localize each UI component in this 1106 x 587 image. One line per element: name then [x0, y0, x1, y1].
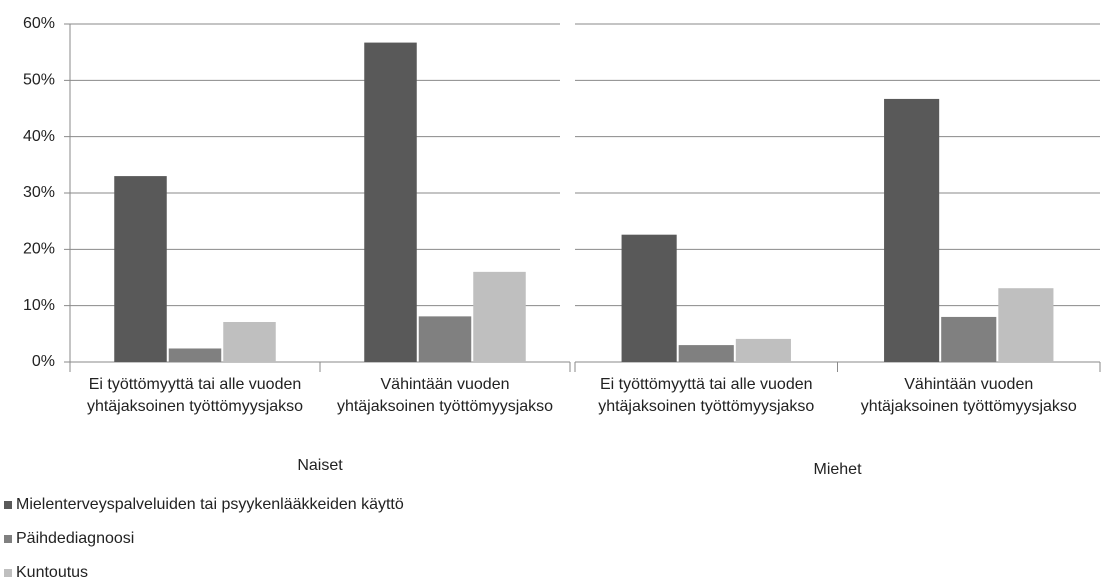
bar: [473, 271, 526, 362]
group-label: Miehet: [813, 461, 862, 478]
x-tick-label: Vähintään vuoden yhtäjaksoinen työttömyy…: [860, 376, 1077, 415]
bar: [998, 288, 1054, 362]
y-tick-label: 60%: [23, 15, 55, 32]
y-tick-label: 20%: [23, 241, 55, 258]
x-tick-label: Vähintään vuoden yhtäjaksoinen työttömyy…: [336, 376, 554, 415]
bar: [223, 322, 276, 362]
legend-label: Päihdediagnoosi: [16, 530, 135, 547]
bar: [884, 98, 940, 362]
legend-item: Kuntoutus: [4, 564, 88, 582]
x-tick-label: Ei työttömyyttä tai alle vuoden yhtäjaks…: [86, 376, 304, 415]
legend-item: Päihdediagnoosi: [4, 530, 134, 548]
y-tick-label: 50%: [23, 72, 55, 89]
bar: [678, 345, 734, 362]
bar: [418, 316, 472, 362]
legend-swatch: [4, 500, 12, 509]
y-tick-label: 30%: [23, 184, 55, 201]
bar: [168, 348, 222, 362]
legend-item: Mielenterveyspalveluiden tai psyykenlääk…: [4, 496, 404, 514]
bar: [621, 234, 677, 362]
bar: [941, 316, 997, 362]
bar: [364, 42, 417, 363]
legend-swatch: [4, 568, 12, 577]
legend-label: Kuntoutus: [16, 564, 89, 581]
bar: [735, 338, 791, 362]
y-tick-label: 0%: [32, 353, 55, 370]
bar: [114, 176, 167, 362]
group-label: Naiset: [297, 457, 343, 474]
y-tick-label: 40%: [23, 128, 55, 145]
legend-swatch: [4, 534, 12, 543]
legend-label: Mielenterveyspalveluiden tai psyykenlääk…: [16, 496, 404, 513]
x-tick-label: Ei työttömyyttä tai alle vuoden yhtäjaks…: [598, 376, 815, 415]
y-tick-label: 10%: [23, 297, 55, 314]
